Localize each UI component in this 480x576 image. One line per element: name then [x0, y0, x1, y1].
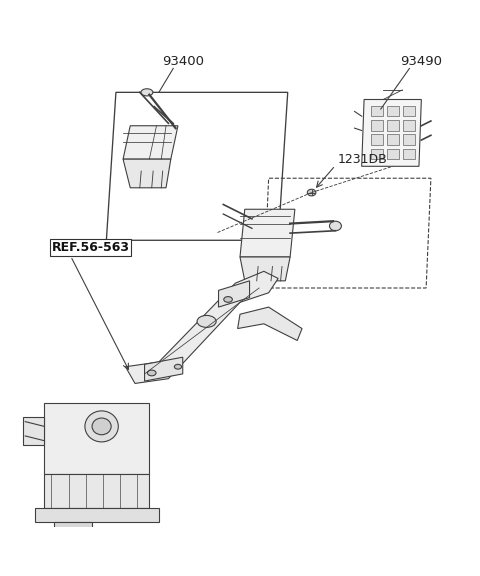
Polygon shape — [125, 271, 278, 384]
Polygon shape — [362, 100, 421, 166]
Bar — [387, 106, 399, 116]
Polygon shape — [54, 522, 92, 532]
Polygon shape — [123, 126, 178, 159]
Ellipse shape — [141, 89, 153, 96]
Polygon shape — [44, 403, 149, 474]
Bar — [403, 120, 415, 131]
Polygon shape — [240, 257, 290, 281]
Bar — [387, 120, 399, 131]
Polygon shape — [240, 209, 295, 257]
Ellipse shape — [147, 370, 156, 376]
Ellipse shape — [92, 418, 111, 435]
Ellipse shape — [197, 316, 216, 327]
Bar — [387, 134, 399, 145]
Bar — [371, 120, 383, 131]
Polygon shape — [123, 159, 171, 188]
Text: 1231DB: 1231DB — [338, 153, 387, 166]
Bar — [371, 134, 383, 145]
Bar — [403, 134, 415, 145]
Ellipse shape — [85, 411, 118, 442]
Bar — [371, 106, 383, 116]
Polygon shape — [144, 357, 183, 381]
Text: 93490: 93490 — [400, 55, 443, 69]
Polygon shape — [44, 474, 149, 507]
Bar — [371, 149, 383, 159]
Polygon shape — [35, 507, 159, 522]
Polygon shape — [238, 307, 302, 340]
Bar — [403, 106, 415, 116]
Text: REF.56-563: REF.56-563 — [51, 241, 130, 253]
Bar — [387, 149, 399, 159]
Text: 93400: 93400 — [162, 55, 204, 69]
Ellipse shape — [307, 189, 316, 196]
Bar — [403, 149, 415, 159]
Polygon shape — [23, 417, 44, 445]
Polygon shape — [218, 281, 250, 307]
Ellipse shape — [224, 297, 232, 302]
Ellipse shape — [174, 365, 181, 369]
Ellipse shape — [329, 221, 341, 231]
